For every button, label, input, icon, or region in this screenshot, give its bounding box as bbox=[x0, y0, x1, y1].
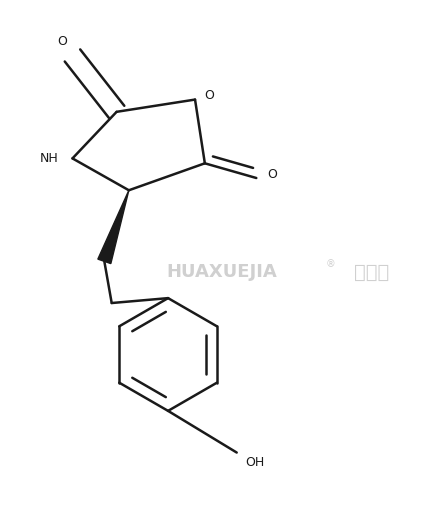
Text: O: O bbox=[204, 89, 214, 102]
Text: OH: OH bbox=[246, 457, 265, 469]
Text: O: O bbox=[57, 35, 67, 48]
Text: HUAXUEJIA: HUAXUEJIA bbox=[166, 263, 278, 281]
Text: 化学加: 化学加 bbox=[354, 263, 390, 282]
Polygon shape bbox=[98, 190, 129, 264]
Text: ®: ® bbox=[325, 259, 335, 269]
Text: O: O bbox=[267, 168, 277, 180]
Text: NH: NH bbox=[40, 152, 59, 165]
